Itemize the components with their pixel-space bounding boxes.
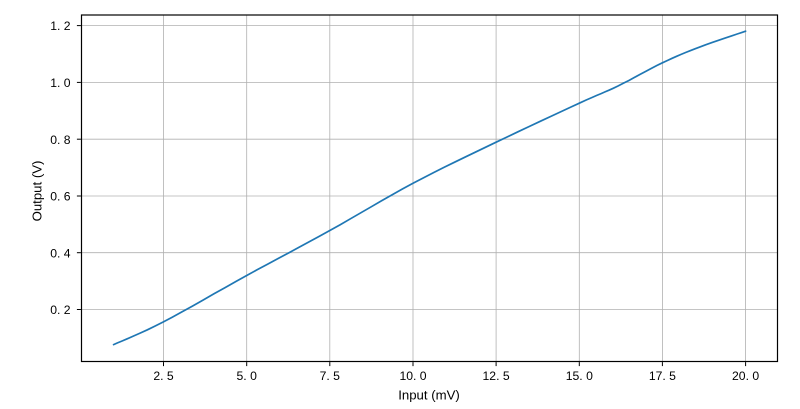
svg-text:0. 6: 0. 6	[50, 190, 71, 204]
svg-text:0. 2: 0. 2	[50, 303, 71, 317]
svg-text:10. 0: 10. 0	[399, 369, 426, 383]
svg-text:Input (mV): Input (mV)	[398, 388, 460, 403]
svg-text:5. 0: 5. 0	[237, 369, 258, 383]
svg-text:0. 4: 0. 4	[50, 246, 71, 260]
svg-text:17. 5: 17. 5	[649, 369, 676, 383]
svg-text:7. 5: 7. 5	[320, 369, 341, 383]
svg-text:20. 0: 20. 0	[732, 369, 759, 383]
svg-text:0. 8: 0. 8	[50, 133, 71, 147]
svg-text:Output (V): Output (V)	[30, 161, 45, 222]
svg-text:1. 0: 1. 0	[50, 76, 71, 90]
svg-text:12. 5: 12. 5	[483, 369, 510, 383]
svg-text:1. 2: 1. 2	[50, 19, 71, 33]
svg-text:2. 5: 2. 5	[153, 369, 174, 383]
svg-text:15. 0: 15. 0	[566, 369, 593, 383]
